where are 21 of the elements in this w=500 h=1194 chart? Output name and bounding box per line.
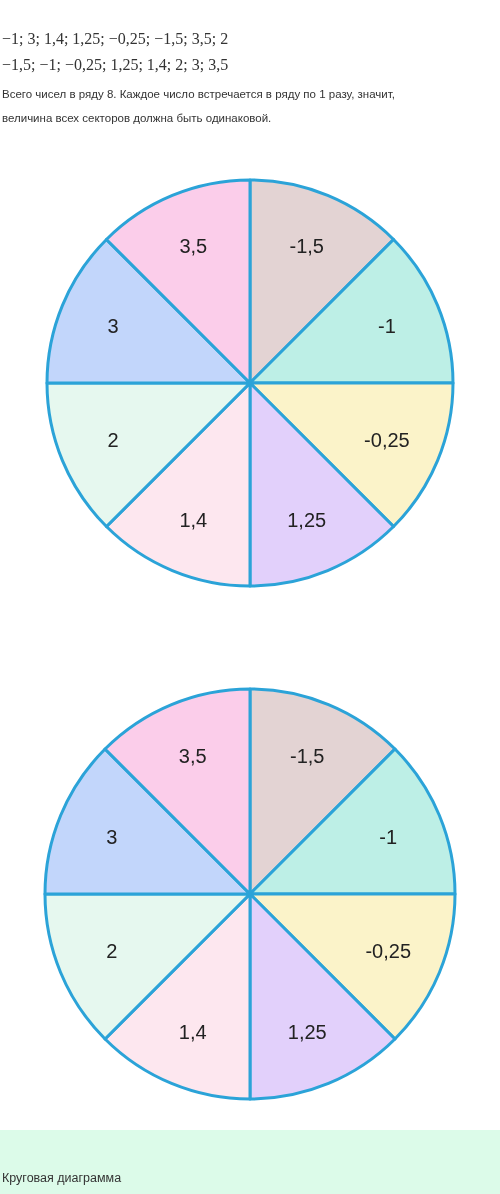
slice-label: 3,5 — [179, 235, 208, 258]
text: −1; 3; 1,4; 1,25; −0,25; −1,5; 3,5; 2 — [2, 30, 229, 47]
slice-label: -1 — [378, 315, 396, 338]
text: −1,5; −1; −0,25; 1,25; 1,4; 2; 3; 3,5 — [2, 56, 229, 73]
slice-label: -1,5 — [289, 235, 324, 258]
slice-label: -1 — [379, 825, 398, 848]
text: величина всех секторов должна быть одинаковой. — [2, 112, 272, 124]
slice-label: 3,5 — [178, 744, 207, 767]
slice-label: 2 — [106, 940, 118, 963]
slice-label: 1,25 — [287, 508, 327, 531]
text: Круговая диаграмма — [2, 1171, 122, 1185]
slice-label: 3 — [107, 315, 119, 338]
slice-label: 1,4 — [179, 508, 208, 531]
slice-label: -0,25 — [365, 940, 412, 963]
slice-label: -1,5 — [290, 744, 325, 767]
slice-label: 1,25 — [287, 1021, 327, 1044]
slice-label: -0,25 — [364, 428, 410, 451]
slice-label: 2 — [107, 428, 119, 451]
slice-label: 3 — [106, 825, 118, 848]
text: Всего чисел в ряду 8. Каждое число встречается в ряду по 1 разу, значит, — [2, 88, 395, 100]
slice-label: 1,4 — [178, 1021, 207, 1044]
